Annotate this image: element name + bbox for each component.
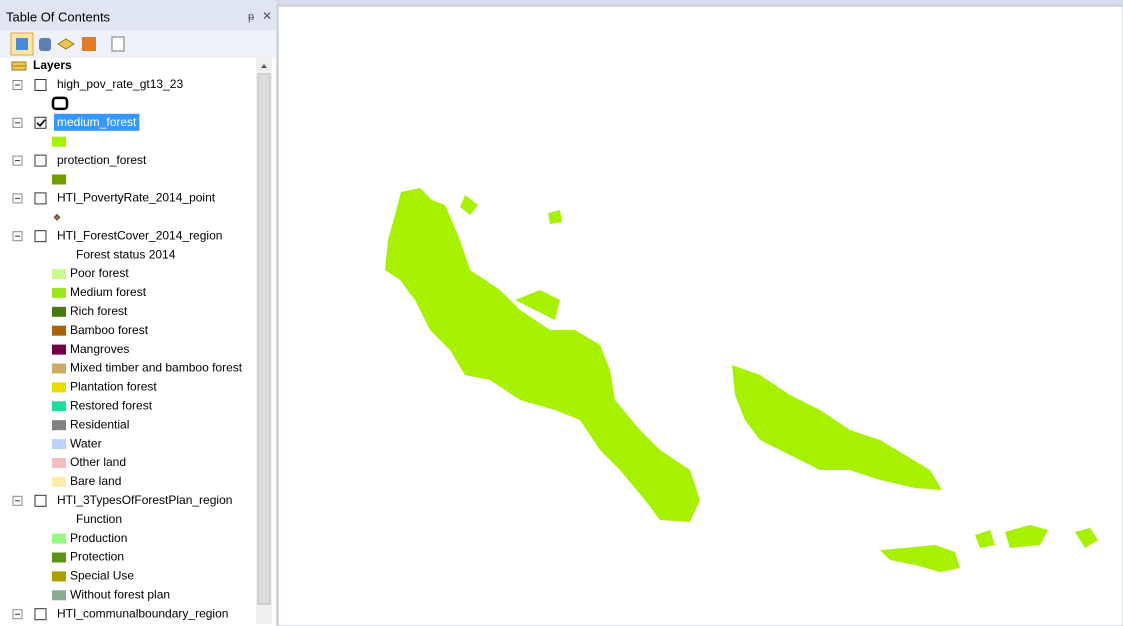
legend-swatch [52, 439, 66, 449]
legend-swatch [52, 571, 66, 581]
list-by-source[interactable] [39, 38, 51, 51]
scrollbar-thumb[interactable] [258, 74, 270, 604]
arcmap-window: Table Of Contents ᵽ ✕ Layers high_pov_ra… [0, 0, 1123, 626]
icon [16, 38, 28, 50]
legend-swatch [52, 534, 66, 544]
legend-swatch [52, 458, 66, 468]
legend-swatch [52, 269, 66, 279]
legend-swatch [52, 364, 66, 374]
legend-swatch [52, 590, 66, 600]
legend-swatch [52, 420, 66, 430]
legend-label: Production [70, 531, 127, 545]
legend-swatch [52, 288, 66, 298]
layer-name[interactable]: HTI_communalboundary_region [57, 606, 228, 620]
legend-label: Restored forest [70, 398, 153, 412]
legend-label: Water [70, 436, 102, 450]
checkbox[interactable] [35, 155, 46, 166]
legend-label: Without forest plan [70, 587, 170, 601]
legend-swatch [52, 382, 66, 392]
pin-button[interactable]: ᵽ [248, 11, 255, 23]
legend-label: Special Use [70, 569, 134, 583]
legend-swatch [52, 401, 66, 411]
layer-name[interactable]: high_pov_rate_gt13_23 [57, 77, 183, 91]
legend-label: Residential [70, 417, 129, 431]
checkbox[interactable] [35, 609, 46, 620]
checkbox[interactable] [35, 193, 46, 204]
checkbox[interactable] [35, 80, 46, 91]
legend-swatch [52, 477, 66, 487]
legend-label: Bamboo forest [70, 323, 149, 337]
layer-name[interactable]: medium_forest [57, 115, 137, 129]
legend-swatch [52, 137, 66, 147]
legend-swatch [52, 326, 66, 336]
checkbox[interactable] [35, 495, 46, 506]
legend-label: Poor forest [70, 266, 129, 280]
legend-label: Mixed timber and bamboo forest [70, 361, 243, 375]
list-by-selection[interactable] [82, 37, 96, 51]
toc-panel [0, 0, 276, 626]
legend-label: Protection [70, 550, 124, 564]
legend-heading: Forest status 2014 [76, 247, 176, 261]
legend-label: Bare land [70, 474, 121, 488]
page: Table Of Contents ᵽ ✕ Layers high_pov_ra… [0, 0, 1123, 626]
legend-label: Plantation forest [70, 380, 157, 394]
legend-label: Rich forest [70, 304, 128, 318]
legend-label: Other land [70, 455, 126, 469]
legend-label: Mangroves [70, 342, 129, 356]
data-frame-name[interactable]: Layers [33, 58, 72, 72]
map-view [278, 6, 1123, 626]
toc-title: Table Of Contents [6, 9, 111, 24]
checkbox[interactable] [35, 117, 46, 128]
legend-heading: Function [76, 512, 122, 526]
legend-swatch [52, 175, 66, 185]
close-button[interactable]: ✕ [262, 9, 272, 23]
legend-swatch [52, 553, 66, 563]
layer-name[interactable]: HTI_ForestCover_2014_region [57, 228, 222, 242]
checkbox[interactable] [35, 231, 46, 242]
layer-name[interactable]: HTI_3TypesOfForestPlan_region [57, 493, 232, 507]
layer-name[interactable]: HTI_PovertyRate_2014_point [57, 191, 216, 205]
legend-swatch [52, 307, 66, 317]
legend-swatch [52, 345, 66, 355]
layers-icon [12, 62, 26, 70]
options[interactable] [112, 37, 124, 51]
layer-name[interactable]: protection_forest [57, 153, 147, 167]
legend-label: Medium forest [70, 285, 147, 299]
